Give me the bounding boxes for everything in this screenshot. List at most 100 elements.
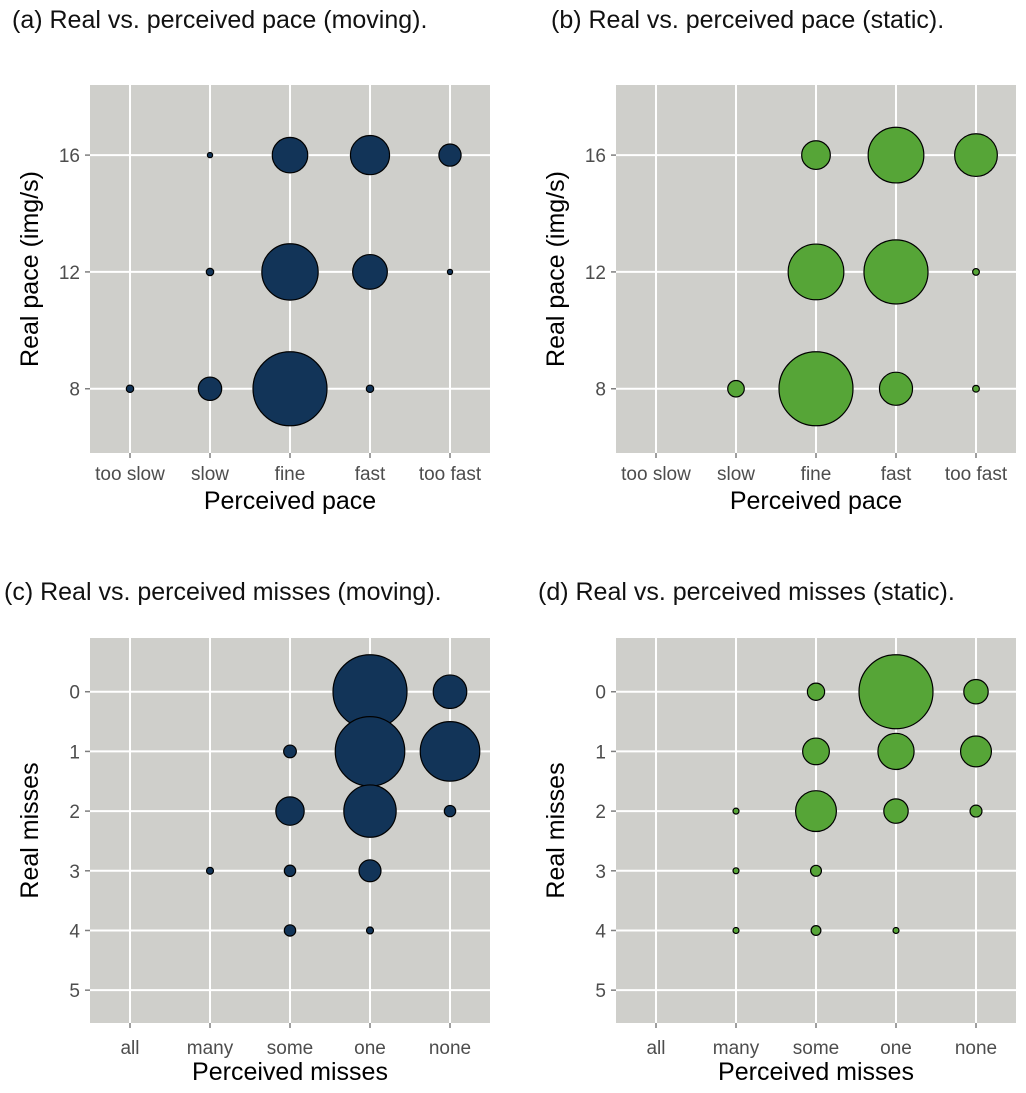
x-tick-label: none (955, 1038, 997, 1059)
x-tick-label: too slow (95, 464, 165, 485)
y-tick-label: 8 (595, 380, 606, 401)
bubble-point (883, 798, 909, 824)
bubble-point (972, 384, 980, 393)
y-tick-label: 2 (69, 802, 80, 823)
y-axis-title: Real misses (542, 762, 570, 898)
x-tick-label: fine (275, 464, 306, 485)
bubble-point (858, 654, 934, 730)
bubble-point (806, 682, 826, 701)
bubble-point (878, 371, 914, 406)
bubble-point (283, 924, 297, 937)
bubble-point (271, 136, 309, 174)
x-tick-label: fine (801, 464, 832, 485)
caption-b: (b) Real vs. perceived pace (static). (551, 6, 945, 34)
bubble-point (877, 732, 915, 771)
x-tick-label: slow (191, 464, 229, 485)
bubble-point (892, 926, 900, 935)
bubble-point (365, 926, 375, 935)
y-tick-label: 4 (595, 921, 606, 942)
caption-d: (d) Real vs. perceived misses (static). (538, 578, 955, 606)
y-tick-label: 0 (595, 683, 606, 704)
y-tick-label: 8 (69, 380, 80, 401)
x-tick-label: one (880, 1038, 912, 1059)
y-tick-label: 1 (595, 742, 606, 763)
y-axis-title: Real pace (img/s) (16, 171, 44, 367)
chart-panel-a: too slow slow fine fast too fast 8 12 16 Perceiv… (16, 85, 490, 515)
y-tick-label: 0 (69, 683, 80, 704)
y-tick-label: 16 (59, 146, 80, 167)
bubble-point (732, 926, 740, 935)
y-tick-label: 5 (69, 981, 80, 1002)
x-tick-label: many (713, 1038, 760, 1059)
bubble-point (275, 796, 305, 826)
y-tick-label: 3 (595, 862, 606, 883)
bubble-point (206, 151, 214, 159)
bubble-point (419, 721, 481, 782)
bubble-point (446, 268, 454, 276)
x-tick-label: fast (881, 464, 912, 485)
x-tick-label: some (793, 1038, 839, 1059)
x-tick-label: none (429, 1038, 471, 1059)
bubble-point (438, 143, 462, 167)
chart-panel-c: all many some one none 0 1 2 3 4 5 Perceived misses… (16, 638, 490, 1086)
y-tick-label: 2 (595, 802, 606, 823)
bubble-point (343, 784, 397, 838)
x-tick-label: too slow (621, 464, 691, 485)
bubble-point (252, 351, 328, 427)
bubble-point (365, 384, 375, 394)
bubble-point (443, 804, 457, 818)
bubble-point (810, 925, 822, 936)
y-tick-label: 12 (59, 263, 80, 284)
y-tick-label: 1 (69, 742, 80, 763)
y-tick-label: 16 (585, 146, 606, 167)
bubble-point (969, 804, 983, 818)
bubble-point (205, 267, 215, 277)
bubble-point (794, 790, 838, 833)
bubble-point (802, 737, 830, 766)
bubble-point (261, 243, 319, 301)
x-tick-label: fast (355, 464, 386, 485)
bubble-point (352, 253, 388, 290)
bubble-point (432, 674, 468, 710)
x-axis-title: Perceived misses (192, 1058, 388, 1086)
bubble-point (963, 678, 989, 705)
caption-c: (c) Real vs. perceived misses (moving). (4, 578, 442, 606)
bubble-point (205, 866, 215, 875)
y-tick-label: 12 (585, 263, 606, 284)
bubble-point (954, 133, 998, 178)
x-tick-label: all (646, 1038, 665, 1059)
x-tick-label: slow (717, 464, 755, 485)
bubble-point (959, 735, 993, 768)
bubble-point (125, 384, 135, 394)
x-axis-title: Perceived pace (730, 487, 902, 515)
caption-a: (a) Real vs. perceived pace (moving). (12, 6, 428, 34)
y-axis-title: Real misses (16, 762, 44, 898)
x-axis-title: Perceived misses (718, 1058, 914, 1086)
bubble-point (732, 807, 740, 815)
x-tick-label: one (354, 1038, 386, 1059)
bubble-point (787, 243, 845, 301)
bubble-point (972, 267, 980, 276)
y-axis-title: Real pace (img/s) (542, 171, 570, 367)
y-tick-label: 4 (69, 921, 80, 942)
bubble-point (809, 864, 823, 877)
bubble-point (867, 126, 925, 184)
bubble-point (358, 859, 382, 883)
bubble-point (778, 351, 854, 427)
bubble-point (197, 376, 223, 402)
x-tick-label: too fast (419, 464, 482, 485)
x-tick-label: too fast (945, 464, 1008, 485)
bubble-point (863, 239, 929, 305)
x-tick-label: some (267, 1038, 313, 1059)
bubble-point (283, 744, 297, 759)
bubble-point (732, 867, 740, 875)
x-axis-title: Perceived pace (204, 487, 376, 515)
bubble-point (349, 134, 391, 176)
bubble-point (801, 140, 831, 171)
y-tick-label: 5 (595, 981, 606, 1002)
x-tick-label: all (120, 1038, 139, 1059)
y-tick-label: 3 (69, 862, 80, 883)
bubble-point (727, 379, 745, 398)
chart-panel-d: all many some one none 0 1 2 3 4 5 Perceived misses… (542, 638, 1016, 1086)
chart-panel-b: too slow slow fine fast too fast 8 12 16 Perceiv… (542, 85, 1016, 515)
